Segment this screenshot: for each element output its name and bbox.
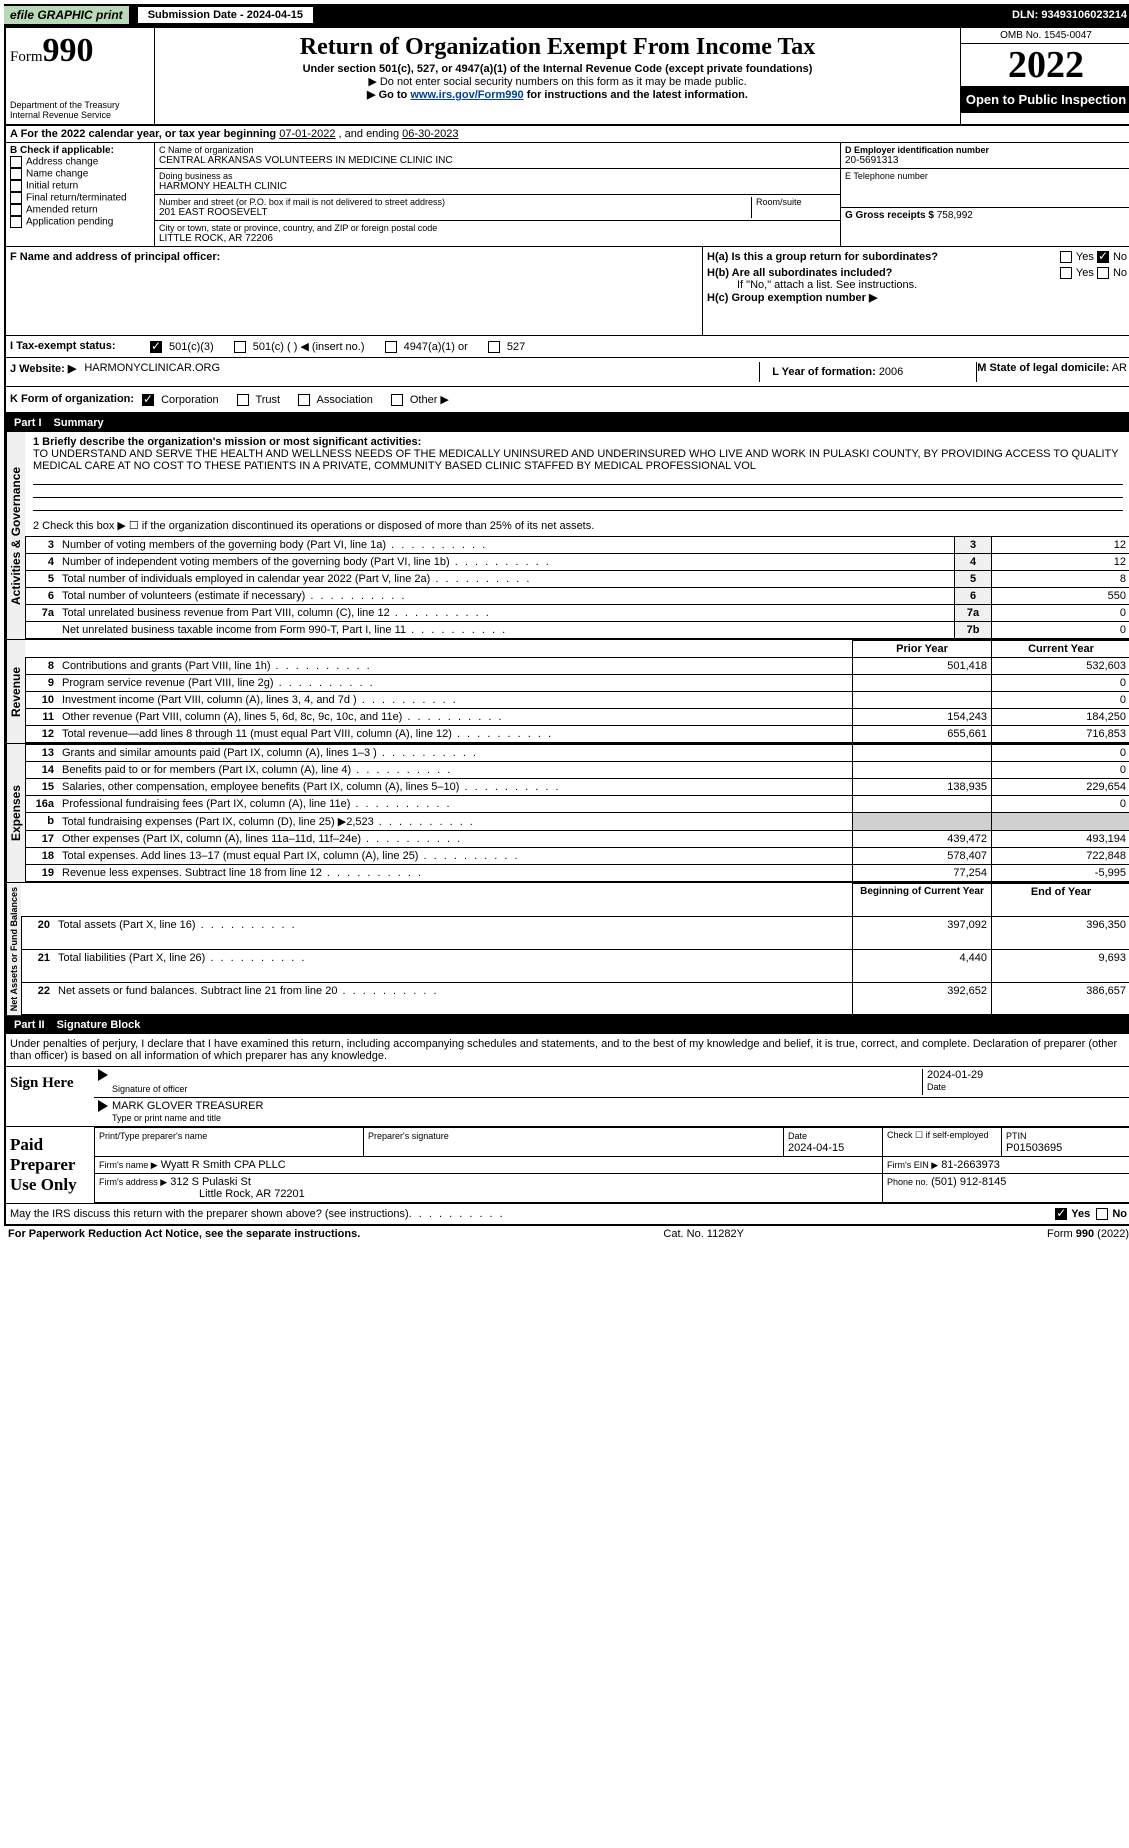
- table-row: 7aTotal unrelated business revenue from …: [26, 605, 1129, 622]
- table-row: bTotal fundraising expenses (Part IX, co…: [26, 813, 1129, 831]
- checkbox-item: Initial return: [10, 180, 150, 192]
- open-public-badge: Open to Public Inspection: [961, 86, 1129, 113]
- table-row: 17Other expenses (Part IX, column (A), l…: [26, 831, 1129, 848]
- section-bcdefg: B Check if applicable: Address changeNam…: [6, 143, 1129, 247]
- table-row: 11Other revenue (Part VIII, column (A), …: [26, 709, 1129, 726]
- top-bar: efile GRAPHIC print Submission Date - 20…: [4, 4, 1129, 26]
- form-title: Return of Organization Exempt From Incom…: [163, 34, 952, 61]
- form-org-option: Trust: [237, 394, 281, 406]
- form-org-option: Association: [298, 394, 373, 406]
- org-dba: HARMONY HEALTH CLINIC: [159, 181, 836, 192]
- checkbox-item: Address change: [10, 156, 150, 168]
- section-f-h: F Name and address of principal officer:…: [6, 247, 1129, 336]
- table-row: 10Investment income (Part VIII, column (…: [26, 692, 1129, 709]
- form-org-option: Other ▶: [391, 394, 449, 406]
- section-c: C Name of organization CENTRAL ARKANSAS …: [155, 143, 840, 246]
- gross-receipts: 758,992: [937, 210, 973, 221]
- table-row: 19Revenue less expenses. Subtract line 1…: [26, 865, 1129, 882]
- tax-status-option: 527: [488, 341, 525, 353]
- arrow-icon: [98, 1100, 108, 1112]
- checkbox-item: Final return/terminated: [10, 192, 150, 204]
- ein-value: 20-5691313: [845, 155, 1127, 166]
- section-i: I Tax-exempt status: 501(c)(3) 501(c) ( …: [6, 336, 1129, 358]
- section-b: B Check if applicable: Address changeNam…: [6, 143, 155, 246]
- revenue-block: Revenue Prior YearCurrent Year8Contribut…: [6, 640, 1129, 744]
- dln-number: DLN: 93493106023214: [1006, 7, 1129, 23]
- netassets-block: Net Assets or Fund Balances Beginning of…: [6, 883, 1129, 1016]
- table-row: 6Total number of volunteers (estimate if…: [26, 588, 1129, 605]
- checkbox-item: Application pending: [10, 216, 150, 228]
- ssn-note: ▶ Do not enter social security numbers o…: [163, 75, 952, 88]
- table-row: 20Total assets (Part X, line 16)397,0923…: [22, 916, 1129, 949]
- irs-label: Internal Revenue Service: [10, 110, 150, 120]
- table-row: 4Number of independent voting members of…: [26, 554, 1129, 571]
- table-row: 5Total number of individuals employed in…: [26, 571, 1129, 588]
- sign-here-block: Sign Here Signature of officer 2024-01-2…: [6, 1067, 1129, 1127]
- irs-link[interactable]: www.irs.gov/Form990: [410, 89, 523, 101]
- tax-status-option: 501(c)(3): [150, 341, 214, 353]
- h-c: H(c) Group exemption number ▶: [707, 291, 1127, 304]
- checkbox-item: Amended return: [10, 204, 150, 216]
- tax-year: 2022: [961, 44, 1129, 86]
- org-city: LITTLE ROCK, AR 72206: [159, 233, 836, 244]
- table-row: 16aProfessional fundraising fees (Part I…: [26, 796, 1129, 813]
- table-row: 18Total expenses. Add lines 13–17 (must …: [26, 848, 1129, 865]
- table-row: 21Total liabilities (Part X, line 26)4,4…: [22, 949, 1129, 982]
- part-i-header: Part I Summary: [6, 414, 1129, 432]
- activities-governance: Activities & Governance 1 Briefly descri…: [6, 432, 1129, 640]
- omb-number: OMB No. 1545-0047: [961, 28, 1129, 44]
- table-row: 14Benefits paid to or for members (Part …: [26, 762, 1129, 779]
- h-a: H(a) Is this a group return for subordin…: [707, 251, 1127, 263]
- form-org-option: Corporation: [142, 394, 219, 406]
- table-row: 3Number of voting members of the governi…: [26, 537, 1129, 554]
- goto-note: ▶ Go to www.irs.gov/Form990 for instruct…: [163, 88, 952, 101]
- part-ii-header: Part II Signature Block: [6, 1016, 1129, 1034]
- website-value: HARMONYCLINICAR.ORG: [84, 362, 220, 382]
- section-k: K Form of organization: Corporation Trus…: [6, 387, 1129, 414]
- tax-status-option: 4947(a)(1) or: [385, 341, 468, 353]
- org-name: CENTRAL ARKANSAS VOLUNTEERS IN MEDICINE …: [159, 155, 836, 166]
- form-header: Form990 Department of the Treasury Inter…: [6, 28, 1129, 126]
- table-row: 22Net assets or fund balances. Subtract …: [22, 982, 1129, 1015]
- dept-treasury: Department of the Treasury: [10, 100, 150, 110]
- table-row: 12Total revenue—add lines 8 through 11 (…: [26, 726, 1129, 743]
- mission-text: TO UNDERSTAND AND SERVE THE HEALTH AND W…: [33, 448, 1123, 472]
- discuss-row: May the IRS discuss this return with the…: [6, 1204, 1129, 1224]
- submission-date: Submission Date - 2024-04-15: [137, 6, 314, 24]
- table-row: 15Salaries, other compensation, employee…: [26, 779, 1129, 796]
- form-container: Form990 Department of the Treasury Inter…: [4, 26, 1129, 1226]
- h-b: H(b) Are all subordinates included? Yes …: [707, 267, 1127, 279]
- page-footer: For Paperwork Reduction Act Notice, see …: [4, 1226, 1129, 1242]
- form-number: Form990: [10, 32, 150, 70]
- table-row: Net unrelated business taxable income fr…: [26, 622, 1129, 639]
- checkbox-item: Name change: [10, 168, 150, 180]
- section-a: A For the 2022 calendar year, or tax yea…: [6, 126, 1129, 143]
- form-subtitle: Under section 501(c), 527, or 4947(a)(1)…: [163, 63, 952, 75]
- arrow-icon: [98, 1069, 108, 1081]
- section-deg: D Employer identification number 20-5691…: [840, 143, 1129, 246]
- tax-status-option: 501(c) ( ) ◀ (insert no.): [234, 341, 365, 353]
- table-row: 9Program service revenue (Part VIII, lin…: [26, 675, 1129, 692]
- expenses-block: Expenses 13Grants and similar amounts pa…: [6, 744, 1129, 883]
- paid-preparer-block: Paid Preparer Use Only Print/Type prepar…: [6, 1127, 1129, 1204]
- section-j: J Website: ▶ HARMONYCLINICAR.ORG L Year …: [6, 358, 1129, 387]
- table-row: 8Contributions and grants (Part VIII, li…: [26, 658, 1129, 675]
- efile-badge: efile GRAPHIC print: [4, 6, 129, 24]
- table-row: 13Grants and similar amounts paid (Part …: [26, 745, 1129, 762]
- org-street: 201 EAST ROOSEVELT: [159, 207, 751, 218]
- penalties-text: Under penalties of perjury, I declare th…: [6, 1034, 1129, 1067]
